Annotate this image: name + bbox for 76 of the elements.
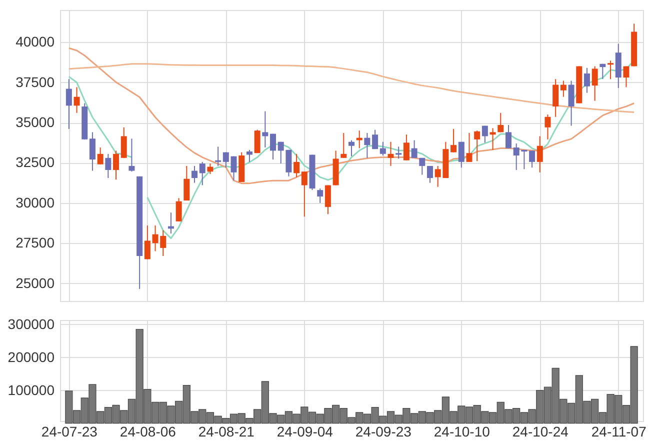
candlestick — [324, 184, 331, 215]
x-tick-label: 24-08-06 — [120, 424, 176, 440]
candlestick — [176, 198, 182, 222]
candlestick — [74, 86, 80, 114]
x-tick-label: 24-08-21 — [198, 424, 255, 440]
candlestick — [348, 140, 354, 157]
candlestick — [623, 66, 630, 88]
candlestick — [66, 78, 72, 130]
y-tick-label: 200000 — [8, 348, 55, 365]
candlestick — [184, 165, 190, 202]
candlestick — [568, 80, 574, 126]
candlestick — [262, 110, 268, 148]
candlestick — [584, 67, 590, 94]
y-tick-label: 37500 — [16, 74, 55, 90]
x-tick-label: 24-10-24 — [512, 424, 569, 440]
candlestick — [388, 141, 394, 166]
candlestick — [419, 157, 426, 176]
candlestick — [403, 134, 410, 161]
x-tick-label: 24-11-07 — [591, 424, 647, 440]
candlestick — [222, 152, 229, 168]
candlestick — [608, 60, 614, 80]
y-tick-label: 32500 — [16, 154, 55, 170]
y-tick-label: 27500 — [16, 234, 55, 251]
candlestick — [482, 125, 488, 144]
candlestick — [536, 136, 543, 173]
candlestick — [560, 80, 566, 98]
candlestick — [128, 138, 135, 172]
candlestick — [490, 128, 496, 150]
y-tick-label: 30000 — [16, 194, 55, 210]
candlestick — [192, 165, 198, 184]
candlestick — [215, 146, 222, 166]
candlestick — [380, 141, 386, 156]
candlestick — [294, 153, 300, 178]
candlestick — [199, 161, 206, 186]
candlestick — [411, 140, 418, 158]
candlestick — [396, 146, 402, 160]
candlestick — [120, 126, 127, 158]
candlestick — [529, 150, 536, 168]
candlestick — [230, 156, 237, 181]
candlestick — [113, 150, 120, 180]
candlestick — [207, 163, 214, 174]
y-tick-label: 300000 — [8, 316, 55, 332]
candlestick — [552, 78, 559, 118]
candlestick — [450, 128, 457, 153]
candlestick — [498, 112, 504, 133]
candlestick — [168, 212, 174, 234]
y-tick-label: 35000 — [16, 114, 55, 130]
candlestick — [364, 132, 370, 158]
y-tick-label: 100000 — [8, 382, 55, 398]
candlestick — [372, 129, 378, 150]
x-tick-label: 24-09-04 — [276, 424, 334, 440]
y-tick-label: 40000 — [16, 34, 55, 50]
x-tick-label: 24-09-23 — [355, 424, 412, 440]
candlestick — [426, 165, 433, 184]
candlestick — [144, 224, 150, 260]
candlestick — [600, 63, 606, 80]
candlestick — [254, 129, 260, 154]
candlestick — [105, 153, 112, 179]
candlestick — [89, 132, 96, 172]
candlestick — [474, 130, 480, 162]
candlestick — [246, 149, 252, 162]
y-tick-label: 25000 — [16, 274, 55, 291]
candlestick — [270, 133, 276, 160]
candlestick — [97, 146, 104, 165]
line-series — [68, 47, 635, 184]
line-series — [68, 63, 635, 113]
candlestick — [340, 132, 347, 158]
candlestick — [592, 66, 598, 102]
candlestick — [466, 132, 472, 162]
candlestick — [505, 124, 512, 149]
candlestick — [317, 188, 324, 204]
candlestick — [301, 171, 308, 218]
x-tick-label: 24-07-23 — [41, 424, 98, 440]
candlestick — [544, 114, 551, 140]
x-tick-label: 24-10-10 — [434, 424, 490, 440]
candlestick — [458, 141, 464, 168]
